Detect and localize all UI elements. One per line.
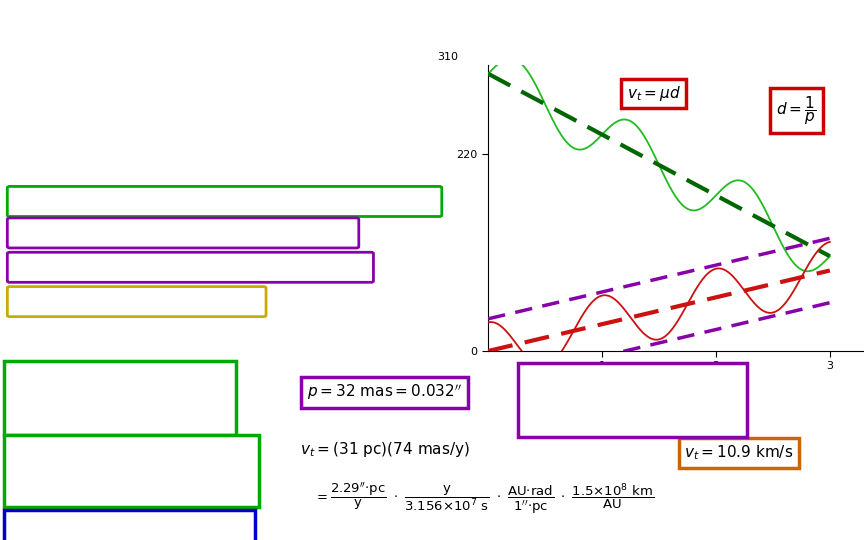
FancyBboxPatch shape (4, 361, 236, 435)
Text: 310: 310 (437, 52, 458, 62)
Text: $d = \dfrac{1}{0.032} = 31\ \mathrm{pc}$: $d = \dfrac{1}{0.032} = 31\ \mathrm{pc}$ (562, 379, 699, 412)
Text: (b)  Angular speed of proper motion μ: (b) Angular speed of proper motion μ (15, 237, 292, 252)
Text: (d)  Transverse speed v: (d) Transverse speed v (15, 305, 187, 320)
Text: $= \dfrac{2.29^{\prime\prime}{\cdot}\mathrm{pc}}{\mathrm{y}}\ \cdot\ \dfrac{\mat: $= \dfrac{2.29^{\prime\prime}{\cdot}\mat… (314, 481, 654, 516)
Text: y: y (422, 206, 429, 217)
Text: $\mu_x = \dfrac{90\ \mathrm{mas}}{3\ \mathrm{y}} = 30\ \mathrm{mas/y}$: $\mu_x = \dfrac{90\ \mathrm{mas}}{3\ \ma… (24, 374, 209, 409)
Text: Sample Problem: Sample Problem (240, 11, 624, 53)
Text: $\mu_y = \dfrac{-205\ \mathrm{mas}}{3\ \mathrm{y}} = -68\ \mathrm{mas/y}$: $\mu_y = \dfrac{-205\ \mathrm{mas}}{3\ \… (15, 446, 241, 481)
Text: $\mu = \sqrt{\mu_x^2 + \mu_y^2} = 74\ \mathrm{mas/y}$: $\mu = \sqrt{\mu_x^2 + \mu_y^2} = 74\ \m… (29, 512, 221, 540)
Text: (c)  Parallax in mas and distance in pc: (c) Parallax in mas and distance in pc (15, 271, 295, 286)
Text: t: t (216, 309, 220, 320)
Text: $d = \dfrac{1}{p}$: $d = \dfrac{1}{p}$ (776, 94, 816, 127)
Text: $v_t = (31\ \mathrm{pc})(74\ \mathrm{mas/y})$: $v_t = (31\ \mathrm{pc})(74\ \mathrm{mas… (300, 440, 469, 459)
FancyBboxPatch shape (4, 510, 255, 540)
Text: (a)  Angular velocity of proper motion, μ: (a) Angular velocity of proper motion, μ (15, 202, 309, 217)
Text: $v_t = \mu d$: $v_t = \mu d$ (626, 84, 681, 103)
Text: $v_t = 10.9\ \mathrm{km/s}$: $v_t = 10.9\ \mathrm{km/s}$ (684, 444, 793, 462)
Text: At right is plotted a star’s variation in position
in the sky in x (red) and y (: At right is plotted a star’s variation i… (15, 73, 369, 167)
Text: $p = 32\ \mathrm{mas} = 0.032^{\prime\prime}$: $p = 32\ \mathrm{mas} = 0.032^{\prime\pr… (307, 383, 462, 402)
FancyBboxPatch shape (4, 435, 259, 507)
Text: x: x (356, 206, 363, 217)
Text: and μ: and μ (369, 202, 415, 217)
FancyBboxPatch shape (518, 363, 747, 437)
